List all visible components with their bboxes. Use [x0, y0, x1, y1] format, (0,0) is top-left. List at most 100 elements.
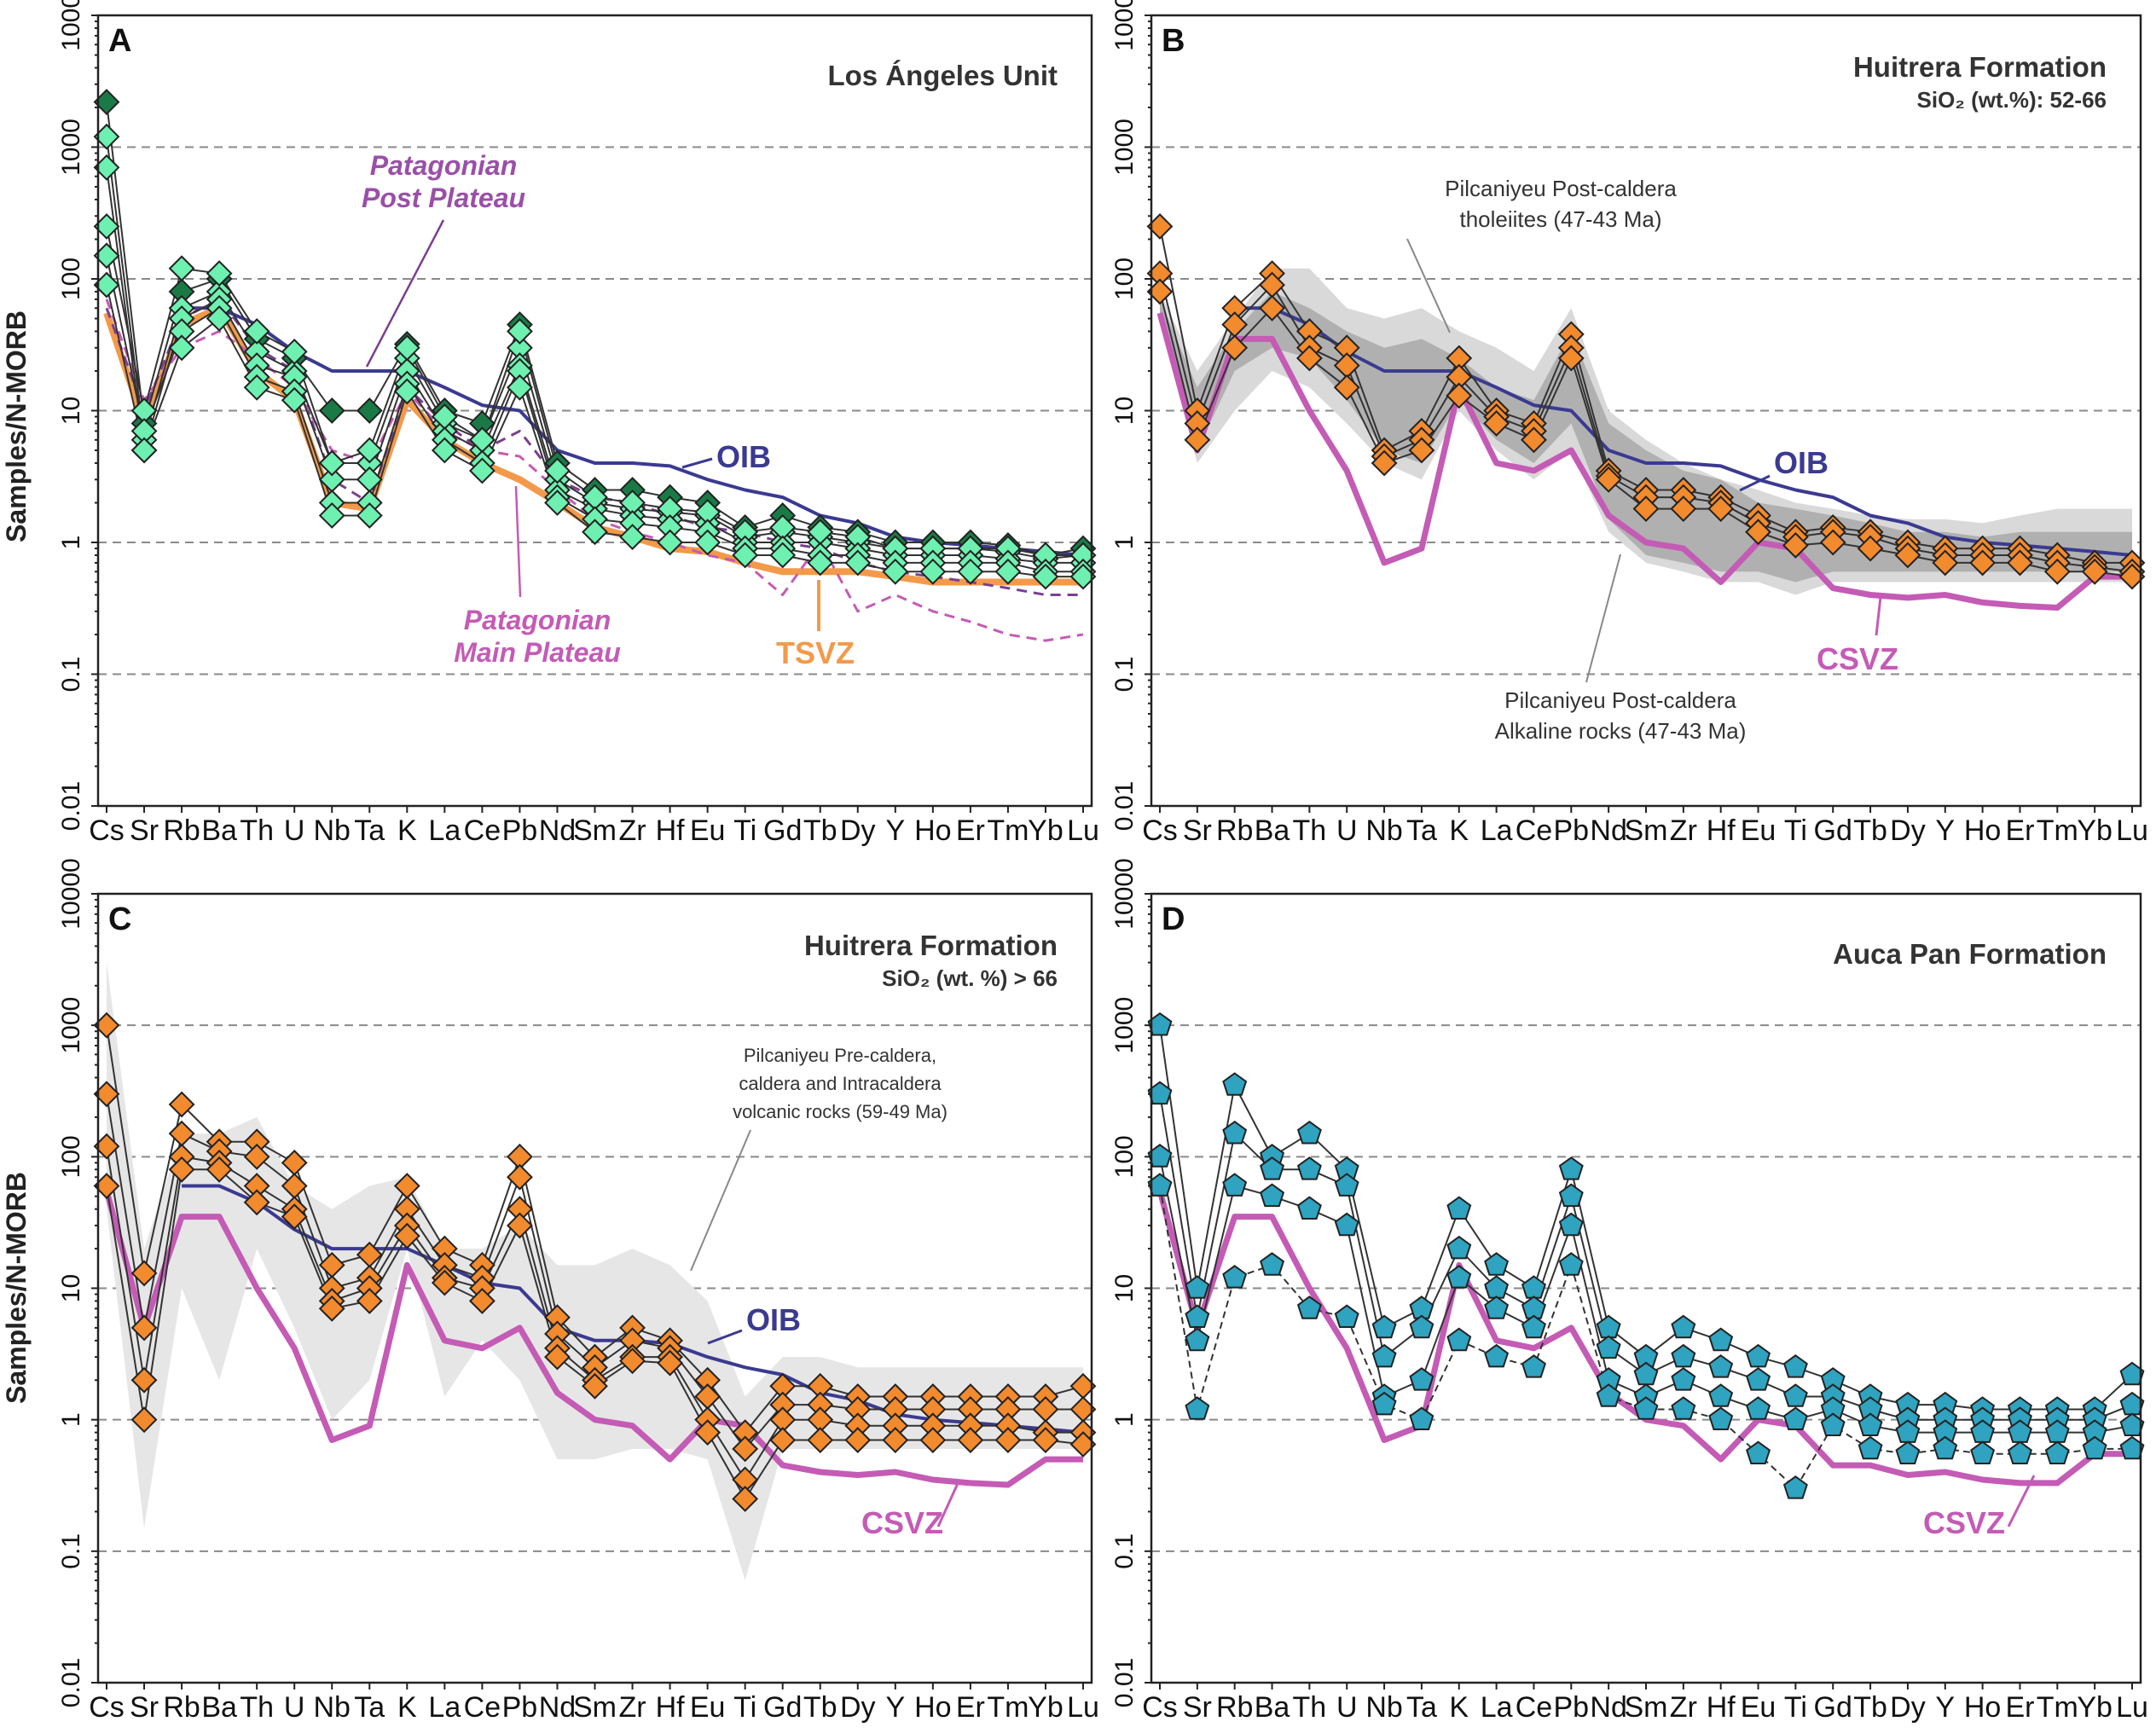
sample-point	[1185, 1396, 1210, 1420]
post-plateau-label-line2: Post Plateau	[362, 183, 525, 213]
sample-point	[1222, 1265, 1248, 1289]
x-tick-label: Tm	[987, 1691, 1029, 1724]
x-tick-label: Eu	[1741, 814, 1776, 847]
x-tick-label: Dy	[840, 814, 876, 847]
y-tick-label: 100	[1110, 1135, 1139, 1178]
x-tick-label: Nb	[1365, 1691, 1402, 1724]
oib-leader	[1739, 474, 1771, 492]
x-tick-label: Pb	[502, 1691, 538, 1724]
sample-point	[468, 457, 496, 484]
x-tick-label: K	[1449, 814, 1469, 847]
sample-point	[1819, 529, 1846, 556]
x-tick-label: Th	[1293, 814, 1327, 847]
panel-letter: A	[108, 23, 131, 59]
sample-point	[1185, 1275, 1210, 1299]
sample-point	[1222, 1072, 1248, 1096]
sample-point	[732, 1486, 759, 1512]
y-tick-label: 0.1	[57, 1533, 85, 1569]
x-tick-label: Yb	[2077, 814, 2113, 847]
x-tick-label: Ba	[201, 814, 237, 847]
sample-point	[1222, 1173, 1248, 1197]
sample-point	[507, 318, 533, 345]
y-tick-label: 1	[57, 536, 85, 550]
x-tick-label: Tb	[1853, 814, 1887, 847]
x-tick-label: Hf	[656, 1691, 686, 1724]
sample-point	[1260, 1156, 1285, 1180]
x-tick-label: Ti	[733, 1691, 756, 1724]
y-tick-label: 100	[1110, 258, 1139, 300]
main-plateau-leader	[514, 485, 522, 598]
x-tick-label: Yb	[2077, 1691, 2113, 1724]
precaldera-label-line2: caldera and Intracaldera	[739, 1073, 942, 1094]
sample-point	[1708, 1354, 1734, 1378]
x-tick-label: La	[1481, 1691, 1513, 1724]
sample-point	[1222, 1120, 1248, 1145]
sample-point	[1371, 449, 1398, 477]
x-tick-label: Ce	[1516, 1691, 1552, 1724]
sample-point	[356, 1288, 383, 1314]
x-tick-label: U	[1336, 814, 1358, 847]
sample-point	[1746, 1367, 1771, 1391]
y-tick-label: 0.01	[57, 781, 85, 831]
sample-point	[431, 1269, 458, 1296]
sample-point	[1484, 1252, 1510, 1276]
sample-point	[1408, 437, 1435, 464]
x-tick-label: Ta	[354, 814, 385, 847]
sample-point	[1557, 345, 1585, 372]
x-tick-label: Er	[956, 1691, 985, 1724]
sample-point	[1595, 466, 1622, 493]
sample-point	[318, 449, 345, 477]
sample-point	[1296, 1156, 1322, 1180]
x-tick-label: Tm	[2037, 1691, 2078, 1724]
panel-title: Los Ángeles Unit	[827, 60, 1058, 91]
y-tick-label: 100	[57, 1135, 85, 1178]
panel-d: 0.01 0.1 1 10 100 1000 10000 Cs Sr Rb Ba Th U Nb Ta K La…	[1110, 858, 2148, 1724]
panel-letter: D	[1162, 901, 1185, 937]
sample-point	[994, 558, 1022, 585]
x-tick-label: Gd	[763, 814, 802, 847]
sample-point	[393, 334, 420, 362]
csvz-label: CSVZ	[861, 1505, 943, 1540]
x-tick-label: Gd	[1814, 814, 1852, 847]
sample-point	[732, 542, 759, 569]
sample-point	[1671, 1367, 1696, 1391]
sample-point	[544, 490, 571, 516]
sample-point	[1708, 1406, 1734, 1430]
y-tick-label: 1000	[57, 997, 85, 1054]
x-tick-label: Zr	[1670, 814, 1697, 847]
x-tick-label: Nb	[313, 814, 350, 847]
sample-point	[206, 1156, 233, 1183]
x-tick-label: Ta	[354, 1691, 385, 1724]
x-tick-label: Tb	[803, 1691, 837, 1724]
sample-point	[1185, 1304, 1210, 1328]
sample-point	[1409, 1367, 1434, 1391]
sample-point	[1708, 1327, 1734, 1352]
sample-point	[2081, 558, 2108, 585]
x-tick-label: La	[1481, 814, 1513, 847]
sample-point	[657, 1349, 683, 1377]
y-tick-label: 0.1	[57, 657, 85, 693]
sample-point	[2007, 549, 2033, 577]
x-tick-label: Yb	[1028, 814, 1064, 847]
precaldera-label-line1: Pilcaniyeu Pre-caldera,	[744, 1045, 936, 1066]
x-tick-label: Er	[2005, 1691, 2034, 1724]
sample-point	[393, 1222, 420, 1249]
y-tick-label: 0.01	[57, 1658, 85, 1707]
precaldera-label-line3: volcanic rocks (59-49 Ma)	[733, 1101, 948, 1122]
sample-point	[281, 386, 308, 414]
sample-point	[1558, 1252, 1584, 1276]
sample-point	[468, 1288, 496, 1314]
sample-point	[1221, 334, 1249, 362]
sample-point	[1409, 1314, 1434, 1339]
x-tick-label: Y	[1935, 814, 1955, 847]
sample-point	[1184, 426, 1211, 454]
tholeiite-label-line1: Pilcaniyeu Post-caldera	[1445, 176, 1677, 201]
panel-title: Huitrera Formation	[1853, 51, 2107, 83]
y-tick-label: 10000	[57, 858, 85, 929]
x-tick-label: K	[1449, 1691, 1469, 1724]
sample-point	[1185, 1327, 1210, 1352]
x-tick-label: Tm	[2037, 814, 2078, 847]
y-axis-title: Samples/N-MORB	[1, 1172, 32, 1404]
sample-point	[1446, 382, 1473, 409]
sample-point	[2007, 1440, 2032, 1464]
